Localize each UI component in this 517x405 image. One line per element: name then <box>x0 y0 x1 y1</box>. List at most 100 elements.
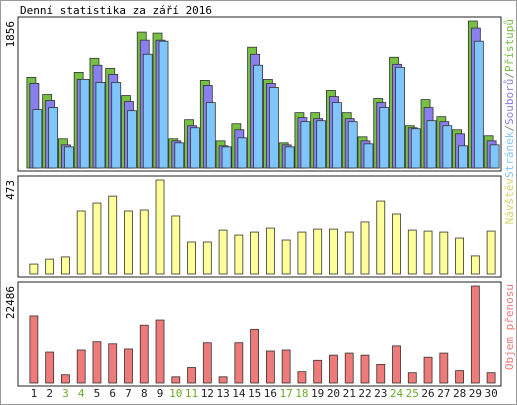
bar <box>313 228 323 275</box>
bar <box>300 121 311 169</box>
bar <box>29 315 39 384</box>
bar <box>489 144 500 169</box>
bar <box>313 359 323 384</box>
x-tick-label: 23 <box>374 387 387 400</box>
bar <box>76 349 86 384</box>
bar <box>64 146 74 169</box>
bar <box>486 230 496 275</box>
bar <box>155 319 165 384</box>
legend-entry: Objem přenosu <box>503 284 516 370</box>
bar <box>316 120 327 169</box>
bar <box>344 352 354 384</box>
bar <box>284 146 295 169</box>
legend: Návštěv <box>503 178 516 225</box>
legend: Objem přenosu <box>503 284 516 370</box>
bar <box>297 231 307 275</box>
bar <box>29 263 39 275</box>
bar <box>45 351 55 384</box>
bar <box>111 82 122 169</box>
panel-frame <box>17 16 502 172</box>
x-tick-label: 8 <box>141 387 148 400</box>
panel-frame <box>17 281 502 387</box>
bar <box>76 210 86 275</box>
y-tick-label: 473 <box>4 180 17 200</box>
bar <box>439 231 449 275</box>
bar <box>395 66 405 169</box>
bar <box>142 53 153 169</box>
bar <box>455 370 464 384</box>
bar <box>127 110 137 169</box>
x-tick-label: 9 <box>157 387 164 400</box>
x-tick-label: 15 <box>248 387 261 400</box>
bar <box>218 229 228 275</box>
bar <box>360 354 370 384</box>
bar <box>281 349 291 384</box>
bar <box>187 367 196 384</box>
bar <box>234 342 244 384</box>
x-tick-label: 2 <box>46 387 53 400</box>
bar <box>221 146 232 169</box>
legend-entry: Souborů <box>503 79 516 125</box>
x-tick-label: 25 <box>406 387 419 400</box>
y-tick-label: 22486 <box>4 286 17 319</box>
bar <box>202 241 212 275</box>
bar <box>253 64 264 169</box>
bar <box>158 40 169 169</box>
bar <box>426 120 437 169</box>
x-tick-label: 20 <box>327 387 340 400</box>
bar <box>442 125 453 169</box>
bar <box>297 371 307 384</box>
bar <box>376 364 386 384</box>
bar <box>79 78 90 169</box>
x-tick-label: 14 <box>232 387 246 400</box>
bar <box>108 195 118 275</box>
bar <box>237 137 248 169</box>
bar <box>171 215 181 275</box>
x-tick-label: 30 <box>484 387 497 400</box>
x-tick-label: 26 <box>421 387 434 400</box>
bar <box>281 239 291 275</box>
x-tick-label: 3 <box>62 387 69 400</box>
bar <box>470 255 480 275</box>
x-tick-label: 19 <box>311 387 324 400</box>
bar <box>265 227 275 275</box>
bar <box>423 230 433 275</box>
x-tick-label: 1 <box>31 387 38 400</box>
bar <box>379 107 390 169</box>
bar <box>376 200 386 275</box>
bar <box>124 210 133 275</box>
bar <box>407 229 417 275</box>
bar <box>171 376 181 384</box>
bar <box>423 356 433 384</box>
bar <box>486 372 496 384</box>
x-tick-label: 16 <box>264 387 277 400</box>
bar <box>45 258 55 275</box>
x-tick-label: 13 <box>216 387 229 400</box>
x-tick-label: 29 <box>469 387 482 400</box>
bar <box>360 221 370 275</box>
bar <box>363 143 374 169</box>
bar <box>392 345 401 384</box>
bar <box>250 231 260 275</box>
bar <box>95 82 106 169</box>
bar <box>155 179 165 275</box>
legend: Stránek/Souborů/Přístupů <box>503 19 516 178</box>
bar <box>470 285 480 384</box>
bar <box>329 354 338 384</box>
bar <box>455 237 464 275</box>
bar <box>187 241 196 275</box>
bar <box>139 209 149 275</box>
bar <box>61 374 70 384</box>
bar <box>202 342 212 384</box>
bar <box>92 202 102 275</box>
legend-entry: Přístupů <box>503 19 516 72</box>
bar <box>458 145 468 169</box>
bar <box>61 256 70 275</box>
x-tick-label: 27 <box>437 387 450 400</box>
legend-entry: Stránek <box>503 131 516 178</box>
bar <box>329 228 338 275</box>
y-tick-label: 1856 <box>4 21 17 48</box>
bar <box>32 109 43 169</box>
x-tick-label: 7 <box>125 387 132 400</box>
